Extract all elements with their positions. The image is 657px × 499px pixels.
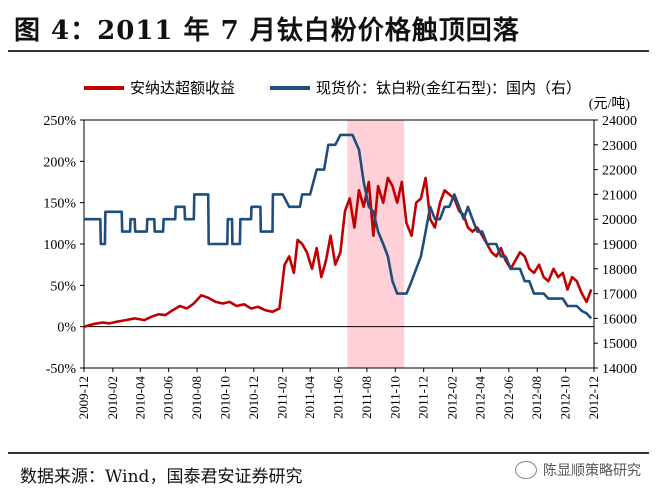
footer-rule: [8, 452, 649, 454]
y-left-tick-label: -50%: [46, 362, 77, 377]
y-right-tick-label: 16000: [602, 312, 637, 327]
y-right-unit: (元/吨): [589, 96, 631, 112]
x-tick-label: 2010-02: [105, 376, 120, 419]
x-tick-label: 2010-08: [189, 376, 204, 419]
x-tick-label: 2010-06: [161, 376, 176, 420]
x-tick-label: 2012-02: [445, 376, 460, 419]
wechat-icon: [515, 461, 537, 479]
x-tick-label: 2011-12: [416, 376, 431, 419]
watermark: 陈显顺策略研究: [515, 460, 641, 480]
legend-label: 安纳达超额收益: [130, 80, 235, 97]
title-rule: [8, 50, 649, 52]
figure-title: 图 4：2011 年 7 月钛白粉价格触顶回落: [14, 16, 520, 46]
legend-label: 现货价：钛白粉(金红石型)：国内（右）: [316, 80, 581, 97]
y-left-tick-label: 150%: [43, 197, 76, 212]
x-tick-label: 2011-06: [331, 376, 346, 419]
x-tick-label: 2011-10: [387, 376, 402, 419]
x-tick-label: 2010-10: [217, 376, 232, 419]
x-tick-label: 2012-06: [501, 376, 516, 420]
y-right-tick-label: 20000: [602, 213, 637, 228]
plot-frame: [83, 119, 595, 369]
y-right-tick-label: 21000: [602, 188, 637, 203]
y-right-tick-label: 24000: [602, 114, 637, 129]
x-tick-label: 2011-08: [359, 376, 374, 419]
x-tick-label: 2009-12: [76, 376, 91, 419]
y-right-tick-label: 17000: [602, 288, 637, 303]
x-tick-label: 2011-04: [302, 376, 317, 419]
legend-tio2-price: 现货价：钛白粉(金红石型)：国内（右）: [270, 80, 581, 97]
y-left-tick-label: 250%: [43, 114, 76, 129]
highlight-band: [347, 120, 405, 368]
y-right-tick-label: 14000: [602, 362, 637, 377]
y-right-tick-label: 22000: [602, 164, 637, 179]
x-tick-label: 2011-02: [275, 376, 290, 419]
watermark-text: 陈显顺策略研究: [543, 463, 641, 479]
x-tick-label: 2012-04: [472, 376, 487, 420]
series-line-tio2-price: [84, 133, 593, 320]
x-tick-label: 2010-12: [246, 376, 261, 419]
x-tick-label: 2010-04: [132, 376, 147, 420]
y-right-tick-label: 18000: [602, 263, 637, 278]
source-note: 数据来源：Wind，国泰君安证券研究: [20, 467, 303, 487]
y-right-tick-label: 15000: [602, 337, 637, 352]
x-tick-label: 2012-08: [529, 376, 544, 419]
legend-excess-return: 安纳达超额收益: [84, 80, 235, 97]
x-tick-label: 2012-12: [586, 376, 601, 419]
y-left-tick-label: 100%: [43, 238, 76, 253]
y-right-tick-label: 19000: [602, 238, 637, 253]
y-left-tick-label: 50%: [50, 279, 76, 294]
y-right-tick-label: 23000: [602, 139, 637, 154]
series-line-excess-return: [83, 176, 593, 328]
x-tick-label: 2012-10: [558, 376, 573, 419]
y-left-tick-label: 200%: [43, 155, 76, 170]
y-left-tick-label: 0%: [57, 321, 76, 336]
